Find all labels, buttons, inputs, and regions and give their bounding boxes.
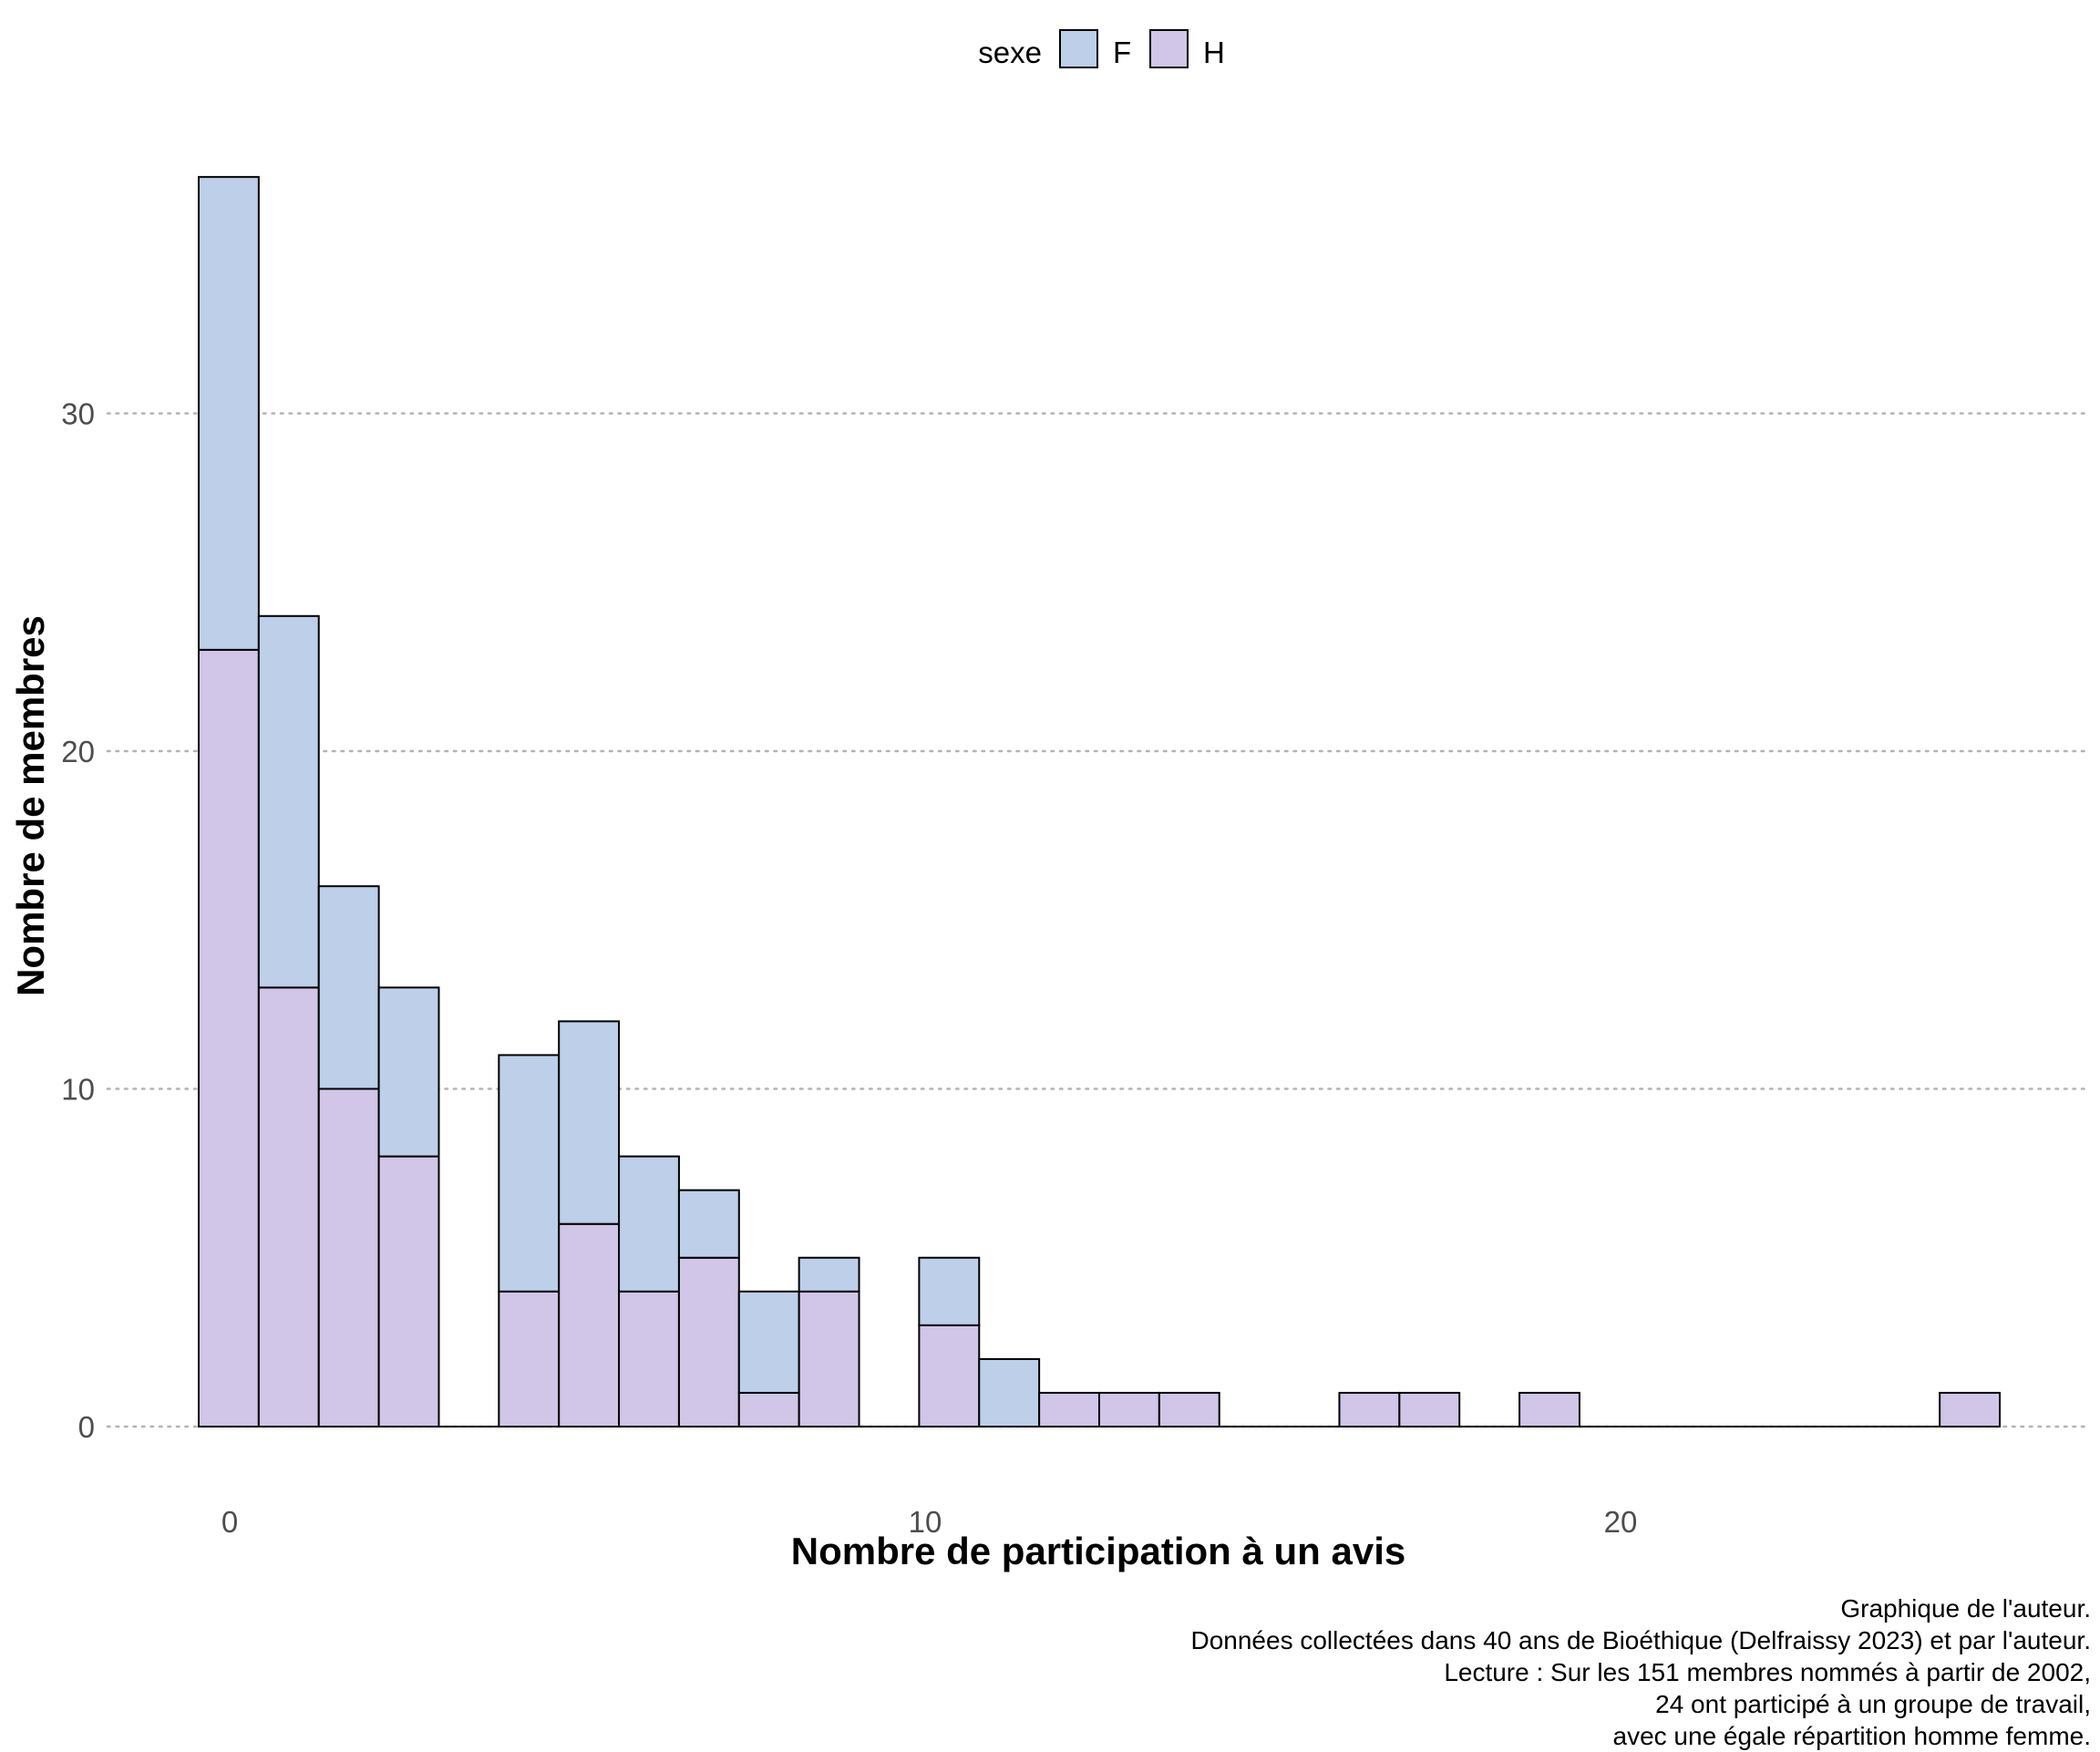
y-tick-labels: 0 10 20 30 [61, 397, 95, 1445]
x-tick-labels: 0 10 20 [221, 1505, 1638, 1539]
x-tick-label: 10 [909, 1505, 942, 1539]
y-tick-label: 20 [61, 735, 95, 768]
y-tick-label: 0 [78, 1410, 95, 1444]
x-tick-label: 0 [221, 1505, 238, 1539]
bar-h [1398, 1391, 1461, 1427]
bar-h [677, 1256, 740, 1427]
bar-h [618, 1290, 680, 1428]
caption: Graphique de l'auteur. Données collectée… [1190, 1592, 2091, 1752]
bar-h [1518, 1391, 1580, 1427]
bar-f [317, 885, 380, 1090]
bar-f [198, 176, 260, 651]
bar-h [737, 1391, 800, 1427]
bar-f [377, 986, 440, 1158]
bar-h [377, 1155, 440, 1427]
bar-h [317, 1087, 380, 1427]
caption-line: Lecture : Sur les 151 membres nommés à p… [1444, 1658, 2091, 1686]
bar-h [1939, 1391, 2001, 1427]
legend: sexe F H [978, 29, 1225, 69]
bar-f [558, 1020, 621, 1225]
y-tick-label: 30 [61, 397, 95, 431]
legend-label-f: F [1113, 36, 1131, 69]
bar-f [978, 1357, 1041, 1428]
y-tick-label: 10 [61, 1073, 95, 1107]
bar-h [498, 1290, 561, 1428]
bar-f [257, 614, 320, 989]
bar-f [737, 1290, 800, 1394]
bar-h [918, 1324, 981, 1427]
caption-line: Données collectées dans 40 ans de Bioéth… [1190, 1626, 2091, 1654]
bar-h [1038, 1391, 1100, 1427]
bar-f [618, 1155, 680, 1293]
caption-line: Graphique de l'auteur. [1840, 1594, 2091, 1623]
legend-title: sexe [978, 36, 1042, 69]
bar-h [1338, 1391, 1401, 1427]
legend-key-f [1059, 29, 1098, 68]
bar-h [198, 648, 260, 1427]
legend-key-h [1149, 29, 1189, 68]
x-tick-label: 20 [1604, 1505, 1638, 1539]
bar-h [558, 1222, 621, 1427]
bar-h [257, 986, 320, 1427]
legend-label-h: H [1203, 36, 1225, 69]
bar-f [918, 1256, 981, 1326]
bars [198, 176, 2001, 1428]
bar-f [798, 1256, 860, 1293]
bar-f [498, 1054, 561, 1293]
bar-h [1098, 1391, 1160, 1427]
y-axis-title: Nombre de membres [9, 615, 52, 996]
bar-h [1158, 1391, 1220, 1427]
caption-line: 24 ont participé à un groupe de travail, [1655, 1690, 2091, 1718]
bar-h [798, 1290, 860, 1428]
x-axis-title: Nombre de participation à un avis [791, 1530, 1405, 1572]
caption-line: avec une égale répartition homme femme. [1612, 1722, 2092, 1750]
bar-f [677, 1189, 740, 1259]
